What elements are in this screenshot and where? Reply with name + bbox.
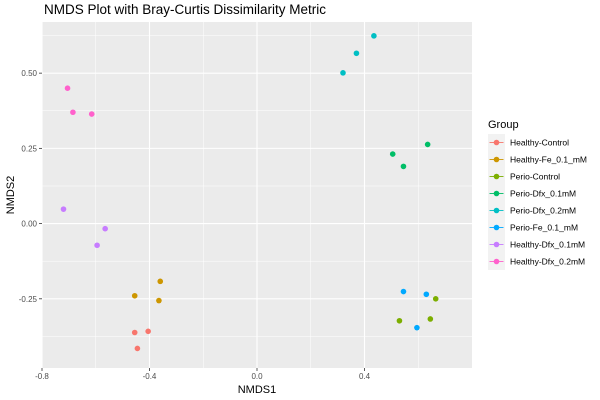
legend-label: Perio-Fe_0.1_mM (510, 223, 578, 233)
legend-key-point (493, 207, 500, 214)
data-point (145, 328, 151, 335)
data-point (432, 296, 439, 302)
data-point (70, 109, 76, 116)
legend-key-point (493, 139, 500, 146)
legend-title: Group (488, 119, 519, 131)
legend-label: Healthy-Dfx_0.2mM (510, 257, 585, 267)
data-point (371, 33, 377, 39)
data-point (156, 297, 162, 304)
data-point (414, 324, 420, 331)
x-tick-label: 0.0 (251, 372, 263, 381)
legend-label: Healthy-Fe_0.1_mM (510, 155, 587, 165)
legend-label: Perio-Dfx_0.2mM (510, 206, 576, 216)
data-point (131, 329, 138, 336)
data-point (102, 225, 108, 232)
data-point (400, 163, 407, 170)
x-tick-label: -0.4 (143, 372, 157, 381)
data-point (131, 292, 138, 299)
legend-items: Healthy-Control Healthy-Fe_0.1_mM Perio-Co… (488, 134, 587, 270)
x-axis: -0.8 -0.4 0.0 0.4 (35, 368, 371, 381)
y-axis: 0.50 0.25 0.00 -0.25 (19, 69, 42, 304)
data-point (396, 317, 403, 324)
y-tick-label: 0.00 (21, 220, 37, 229)
chart-title: NMDS Plot with Bray-Curtis Dissimilarity… (44, 2, 326, 17)
legend-label: Perio-Dfx_0.1mM (510, 189, 576, 199)
y-tick-label: 0.25 (21, 144, 37, 153)
data-point (134, 345, 141, 352)
legend-key-point (493, 156, 500, 163)
data-point (94, 242, 100, 249)
data-point (423, 291, 430, 298)
data-point (88, 111, 95, 117)
data-point (427, 316, 434, 322)
x-axis-title: NMDS1 (238, 384, 277, 396)
data-point (353, 50, 360, 57)
data-point (64, 85, 71, 91)
legend-key-point (493, 190, 500, 197)
data-point (424, 141, 431, 148)
major-gridlines (41, 22, 472, 368)
data-points (60, 33, 439, 352)
y-axis-title: NMDS2 (5, 176, 17, 215)
legend-key-point (493, 224, 500, 231)
y-tick-label: -0.25 (19, 295, 38, 304)
legend: Group Healthy-Control Healthy-Fe_0.1_mM Pe… (488, 119, 587, 270)
data-point (157, 278, 164, 285)
y-tick-label: 0.50 (21, 69, 37, 78)
data-point (400, 288, 407, 295)
x-tick-label: -0.8 (35, 372, 49, 381)
data-point (60, 206, 67, 212)
x-tick-label: 0.4 (359, 372, 371, 381)
data-point (389, 151, 396, 157)
legend-label: Healthy-Dfx_0.1mM (510, 240, 585, 250)
legend-label: Healthy-Control (510, 138, 569, 148)
data-point (340, 70, 346, 76)
legend-key-point (493, 241, 500, 248)
legend-key-point (493, 173, 500, 180)
legend-key-point (493, 258, 500, 265)
legend-label: Perio-Control (510, 172, 560, 182)
